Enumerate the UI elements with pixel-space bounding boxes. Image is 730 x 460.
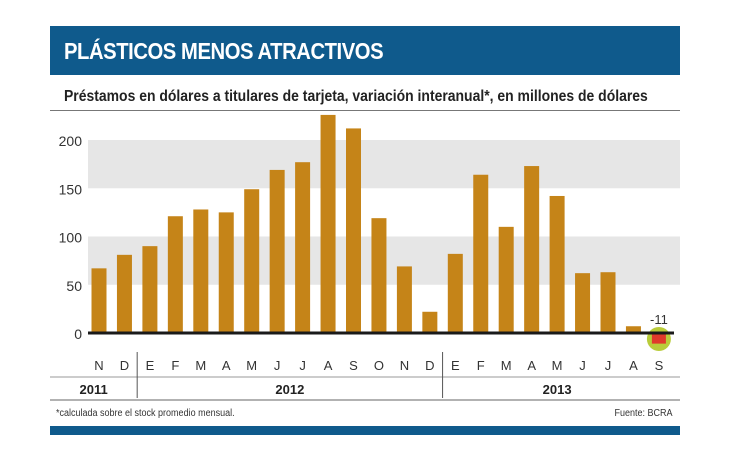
bar — [447, 253, 463, 333]
source: Fuente: BCRA — [613, 408, 672, 419]
y-tick-label: 50 — [66, 278, 82, 294]
chart-subtitle: Préstamos en dólares a titulares de tarj… — [64, 88, 648, 105]
bar — [575, 273, 591, 333]
x-tick-label: N — [400, 358, 409, 373]
x-tick-label: E — [451, 358, 460, 373]
x-tick-label: F — [171, 358, 179, 373]
x-tick-label: A — [629, 358, 638, 373]
year-label: 2011 — [79, 382, 107, 397]
bar — [142, 246, 158, 333]
x-tick-label: J — [274, 358, 281, 373]
bar — [346, 128, 361, 333]
bar — [371, 218, 387, 333]
bar — [498, 226, 514, 333]
bar — [91, 268, 107, 333]
bar — [320, 114, 336, 333]
y-tick-label: 0 — [74, 326, 82, 342]
bar — [295, 162, 311, 333]
x-tick-label: M — [246, 358, 257, 373]
x-tick-label: J — [579, 358, 586, 373]
bar — [193, 209, 209, 333]
x-tick-label: M — [552, 358, 563, 373]
x-tick-label: S — [349, 358, 358, 373]
bar — [269, 169, 285, 333]
bar — [625, 326, 641, 333]
x-tick-label: A — [324, 358, 333, 373]
bar — [473, 174, 489, 333]
x-tick-label: S — [655, 358, 664, 373]
x-tick-label: D — [425, 358, 434, 373]
bar — [422, 311, 438, 333]
x-tick-label: M — [195, 358, 206, 373]
y-tick-label: 150 — [59, 181, 83, 197]
bar — [600, 272, 616, 333]
data-label: -11 — [650, 312, 668, 327]
year-label: 2012 — [275, 382, 304, 397]
x-tick-label: O — [374, 358, 384, 373]
grid-band — [88, 140, 680, 189]
bar — [396, 266, 412, 333]
bar-negative — [651, 333, 666, 344]
footnote: *calculada sobre el stock promedio mensu… — [56, 408, 235, 419]
x-tick-label: M — [501, 358, 512, 373]
footer-bar — [50, 426, 680, 435]
chart-title-main: PLÁSTICOS MENOS ATRACTIVOS — [64, 38, 384, 64]
x-tick-label: J — [299, 358, 306, 373]
x-tick-label: J — [605, 358, 612, 373]
bar — [524, 166, 540, 333]
x-tick-label: A — [222, 358, 231, 373]
bar — [167, 216, 183, 333]
year-label: 2013 — [543, 382, 572, 397]
y-tick-label: 100 — [59, 230, 83, 246]
bar — [549, 195, 565, 333]
header-banner: PLÁSTICOS MENOS ATRACTIVOS — [50, 26, 680, 75]
divider — [50, 110, 680, 111]
y-tick-label: 200 — [59, 133, 83, 149]
x-tick-label: A — [527, 358, 536, 373]
bar — [218, 212, 234, 333]
x-tick-label: D — [120, 358, 129, 373]
bar — [244, 189, 260, 333]
bar — [116, 254, 132, 333]
x-tick-label: N — [94, 358, 103, 373]
x-tick-label: F — [477, 358, 485, 373]
x-tick-label: E — [146, 358, 155, 373]
